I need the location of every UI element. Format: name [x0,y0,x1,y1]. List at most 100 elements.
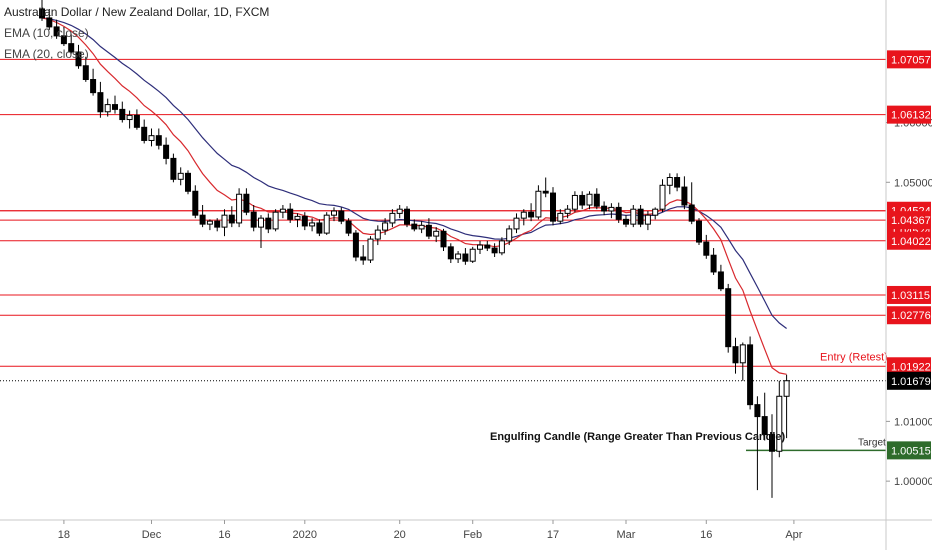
candle [586,191,593,210]
candle-body-up [382,222,389,231]
candle-body-down [265,217,272,230]
candle [601,201,608,216]
candle [214,218,221,232]
candle [630,205,637,228]
x-tick-label: Mar [617,529,636,541]
candle [272,209,279,232]
candle [294,213,301,228]
candlestick-series [39,0,790,498]
chart-legend: Australian Dollar / New Zealand Dollar, … [4,2,269,65]
candle-body-down [491,247,498,254]
candle-body-up [236,193,243,224]
candle [557,209,564,225]
candle-body-down [170,157,177,180]
level-price-label: 1.07057 [891,54,931,66]
candle-body-down [601,205,608,212]
candle-body-down [75,51,82,67]
candle [710,248,717,275]
candle [776,380,783,458]
candle [659,179,666,213]
candle-body-down [425,224,432,237]
candle-body-up [455,253,462,260]
candle [498,237,505,256]
target-annotation: Target [858,437,886,448]
level-price-tag [887,357,931,376]
candle [644,210,651,231]
candle-body-down [761,416,768,436]
candle [462,248,469,265]
candle-body-down [747,344,754,406]
candle-body-up [564,208,571,214]
candle [469,246,476,263]
candle [287,203,294,223]
level-price-label: 1.03115 [891,290,930,302]
candle [455,251,462,263]
candle-body-down [681,186,688,206]
candle-body-down [46,17,53,28]
candle [360,245,367,265]
candle-body-down [119,108,126,121]
level-price-label: 1.02776 [891,310,931,322]
candle-body-up [652,208,659,216]
candle [425,218,432,240]
candle-body-down [550,192,556,222]
candle [433,227,440,243]
candle-body-up [571,194,578,210]
candle [155,128,162,150]
candle [696,218,702,246]
candle-body-down [228,214,235,224]
candle-body-down [243,193,250,213]
candle-body-up [418,224,425,230]
candle-body-up [477,244,483,250]
candle-body-down [710,254,717,273]
level-price-tag [887,105,931,124]
candle-body-up [513,217,520,230]
candle [250,205,257,232]
candle-body-up [279,208,286,213]
candle [112,95,118,114]
candle [382,218,389,235]
candle [615,202,622,223]
candle [769,414,775,498]
level-price-tag [887,306,931,325]
candle-body-up [258,217,264,228]
level-price-label: 1.06132 [891,110,931,122]
candle-body-down [447,246,454,260]
target-price-tag [887,441,931,460]
candle [163,137,170,165]
candle-body-up [666,177,673,186]
candle-body-up [433,230,440,237]
candle [404,206,410,228]
candle-body-up [309,222,316,227]
candle-body-down [90,78,97,94]
candle-body-down [542,190,549,194]
candle [732,337,739,374]
candle [185,170,191,195]
candle-body-up [396,208,403,214]
candle [783,374,790,439]
x-tick-label: 18 [58,529,70,541]
candle [177,167,184,186]
candle-body-up [389,212,396,224]
candle-body-down [696,220,702,243]
candle-body-down [404,208,410,225]
candle-body-up [148,135,155,141]
candle [477,240,483,255]
candle-body-down [717,271,724,290]
candle [221,209,228,237]
candle [535,185,542,220]
candle-body-down [155,135,162,146]
candle [717,264,724,292]
candle-body-down [338,210,345,222]
candle-body-down [214,220,221,228]
candle [316,219,323,237]
candle [688,182,695,225]
candle-body-down [39,8,45,19]
x-tick-label: Feb [463,529,482,541]
x-tick-label: Apr [785,529,802,541]
candle-body-down [579,194,586,206]
candle-body-down [674,177,681,188]
candle [236,188,243,228]
